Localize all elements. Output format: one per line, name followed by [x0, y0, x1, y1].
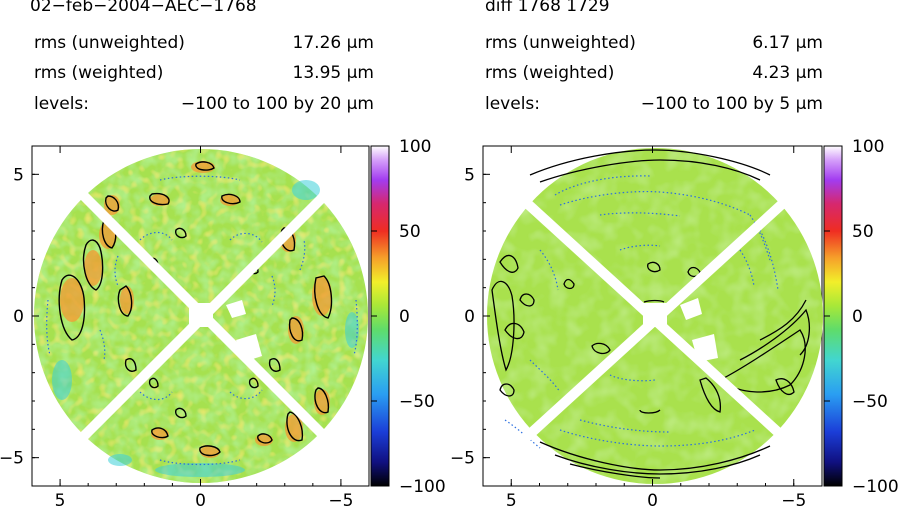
right-title: diff 1768 1729 [485, 0, 610, 16]
right-colorbar-label: −100 [852, 477, 899, 497]
left-rms-weighted-value: 13.95 μm [292, 63, 374, 83]
left-colorbar-label: −100 [399, 477, 446, 497]
right-rms-unweighted-value: 6.17 μm [752, 33, 823, 53]
right-positive-contours [491, 149, 811, 479]
left-colorbar-label: 0 [399, 307, 410, 327]
left-levels-label: levels: [34, 94, 90, 114]
left-rms-weighted-label: rms (weighted) [34, 63, 164, 83]
left-negative-contours [46, 175, 358, 466]
left-map [31, 145, 370, 487]
right-rms-weighted-label: rms (weighted) [485, 63, 615, 83]
left-rms-unweighted-value: 17.26 μm [292, 33, 374, 53]
left-y-tick-label: 5 [13, 165, 24, 185]
right-colorbar-label: −50 [852, 392, 888, 412]
right-x-tick-label: 5 [506, 491, 517, 511]
right-colorbar-label: 0 [852, 307, 863, 327]
right-y-tick-label: 5 [464, 165, 475, 185]
right-y-tick-label: −5 [450, 449, 475, 469]
left-x-tick-label: 0 [195, 491, 206, 511]
left-low-patches [52, 180, 359, 477]
right-x-tick-label: −5 [781, 491, 806, 511]
left-x-tick-label: 5 [55, 491, 66, 511]
left-x-tick-label: −5 [328, 491, 353, 511]
left-rms-unweighted-label: rms (unweighted) [34, 33, 185, 53]
left-colorbar-label: 50 [399, 222, 421, 242]
left-colorbar-label: −50 [399, 392, 435, 412]
right-x-tick-label: 0 [647, 491, 658, 511]
right-levels-value: −100 to 100 by 5 μm [640, 94, 823, 114]
right-levels-label: levels: [485, 94, 541, 114]
left-y-tick-label: 0 [13, 307, 24, 327]
right-rms-unweighted-label: rms (unweighted) [485, 33, 636, 53]
left-levels-value: −100 to 100 by 20 μm [180, 94, 374, 114]
right-surface [487, 148, 823, 484]
right-y-tick-label: 0 [464, 307, 475, 327]
right-colorbar-label: 50 [852, 222, 874, 242]
left-y-tick-label: −5 [0, 449, 24, 469]
right-colorbar-label: 100 [852, 137, 884, 157]
right-map [482, 145, 823, 487]
left-positive-contours [58, 161, 333, 457]
axes: 5 0 −550−55 0 −550−5 [0, 145, 823, 511]
left-title: 02−feb−2004−AEC−1768 [30, 0, 257, 16]
right-rms-weighted-value: 4.23 μm [752, 63, 823, 83]
right-negative-contours [504, 175, 779, 449]
left-colorbar-label: 100 [399, 137, 431, 157]
